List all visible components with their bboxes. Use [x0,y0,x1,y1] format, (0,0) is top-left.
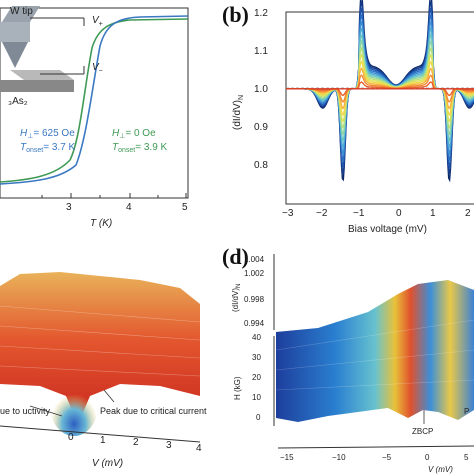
b-curves [286,0,474,183]
c-arrow-right [103,389,115,403]
a-xtick-5: 5 [182,202,188,213]
b-ytick-1.2: 1.2 [254,8,268,19]
panel-d: (d) 1.004 1.002 0.998 0.994 (dI/dV)N [218,240,474,474]
b-xtick-m2: −2 [316,208,328,219]
d-htick-30: 30 [252,353,261,362]
d-xtick-5: 5 [464,453,469,462]
panel-d-label: (d) [222,244,249,269]
d-mesh [275,319,474,391]
d-htick-10: 10 [252,393,261,402]
c-arrow-left [29,405,63,417]
annot-right-t: Tonset= 3.9 K [112,142,168,154]
b-curve-11 [286,67,474,110]
b-ytick-1.1: 1.1 [254,46,268,57]
b-xtick-0: 0 [396,208,402,219]
panel-c-chart: ue to uctivity Peak due to critical curr… [0,272,207,469]
curve-blue-h0 [0,15,189,185]
panel-b-frame [285,11,474,205]
sample-top [10,70,74,80]
a-xtick-3: 3 [66,202,72,213]
c-mesh [0,305,201,377]
d-pc-label: P [464,407,469,416]
b-curve-13 [286,81,474,97]
annot-right-h: H⊥= 0 Oe [112,128,156,140]
label-material: ₃As₂ [8,96,28,107]
tip-schematic [0,6,85,92]
sample-side [0,80,74,92]
c-dip [50,376,98,436]
panel-b: (b) 1.2 1.1 1.0 0.9 0.8 −3 −2 −1 0 1 2 B… [218,0,474,240]
b-xtick-m3: −3 [282,208,294,219]
d-xlabel: V (mV) [428,465,453,474]
c-surface [0,272,200,424]
c-xtick-2: 2 [133,437,139,448]
d-zlabel: (dI/dV)N [231,284,242,312]
c-xaxis [0,425,201,443]
tip-cone [2,42,28,68]
a-xlabel: T (K) [90,218,112,229]
d-surface [276,280,474,422]
d-ztick-1: 1.002 [244,269,265,278]
b-curve-12 [286,74,474,103]
curve-green-h625 [0,18,189,183]
legend-wtip: W tip [10,6,33,17]
d-htick-0: 0 [256,413,261,422]
panel-b-chart: 1.2 1.1 1.0 0.9 0.8 −3 −2 −1 0 1 2 Bias … [232,0,474,235]
d-xaxis [277,445,474,449]
d-zbcp-label: ZBCP [412,427,433,436]
panel-a-chart: W tip V+ V− ₃As₂ H⊥= 625 Oe Tonset= 3.7 … [0,6,189,229]
d-xtick-m15: −15 [280,453,294,462]
b-ytick-0.9: 0.9 [254,122,268,133]
panel-a-frame [0,7,189,199]
b-ylabel: (dI/dV)N [232,95,245,130]
d-xtick-m10: −10 [332,453,346,462]
panel-c: ue to uctivity Peak due to critical curr… [0,246,210,474]
d-htick-20: 20 [252,373,261,382]
b-ytick-0.8: 0.8 [254,160,268,171]
c-xtick-0: 0 [68,432,74,443]
panel-b-label: (b) [222,2,249,27]
d-ztick-2: 0.998 [244,295,265,304]
d-hlabel: H (kG) [233,376,242,400]
d-ztick-3: 0.994 [244,319,265,328]
b-xtick-1: 1 [430,208,436,219]
d-htick-40: 40 [252,333,261,342]
b-xlabel: Bias voltage (mV) [348,224,427,235]
b-xtick-m1: −1 [353,208,365,219]
annot-left-h: H⊥= 625 Oe [20,128,75,140]
c-annot-left: ue to uctivity [0,406,51,416]
c-xtick-4: 4 [196,443,202,454]
d-xtick-0: 0 [425,453,430,462]
d-xtick-m5: −5 [382,453,392,462]
b-ytick-1.0: 1.0 [254,84,268,95]
a-xtick-4: 4 [126,202,132,213]
d-ztick-0: 1.004 [244,255,265,264]
c-annot-right: Peak due to critical current [100,406,207,416]
tip-body [0,22,30,42]
c-xtick-3: 3 [166,440,172,451]
annot-left-t: Tonset= 3.7 K [20,142,76,154]
b-xtick-2: 2 [465,208,471,219]
c-xtick-1: 1 [100,435,106,446]
label-vplus: V+ [92,15,103,28]
panel-a: W tip V+ V− ₃As₂ H⊥= 625 Oe Tonset= 3.7 … [0,0,200,232]
label-vminus: V− [92,62,103,75]
panel-d-chart: 1.004 1.002 0.998 0.994 (dI/dV)N 40 30 2… [231,254,474,474]
c-xlabel: V (mV) [92,458,123,469]
